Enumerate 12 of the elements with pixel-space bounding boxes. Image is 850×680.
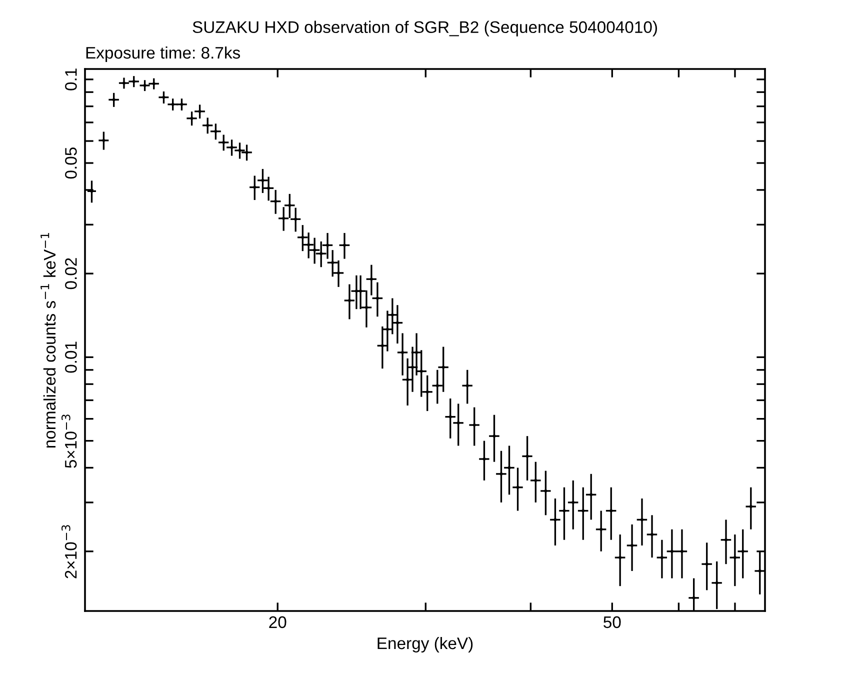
y-tick-label: 0.01 bbox=[65, 342, 77, 373]
y-tick-label: 2×10$^{−3}$ bbox=[62, 525, 77, 578]
y-tick-label: 5×10$^{−3}$ bbox=[62, 414, 77, 468]
y-tick-label: 0.1 bbox=[65, 68, 77, 90]
y-axis-title: normalized counts s$^{−1}$ keV$^{−1}$ bbox=[40, 233, 56, 448]
x-tick-label: 50 bbox=[604, 616, 621, 628]
x-tick-label: 20 bbox=[269, 616, 286, 628]
y-tick-label: 0.02 bbox=[65, 258, 77, 290]
chart-title: SUZAKU HXD observation of SGR_B2 (Sequence 504004010) bbox=[192, 20, 657, 36]
y-tick-label: 0.05 bbox=[65, 148, 77, 179]
x-axis-title: Energy (keV) bbox=[378, 636, 473, 652]
chart-subtitle: Exposure time: 8.7ks bbox=[86, 46, 240, 62]
